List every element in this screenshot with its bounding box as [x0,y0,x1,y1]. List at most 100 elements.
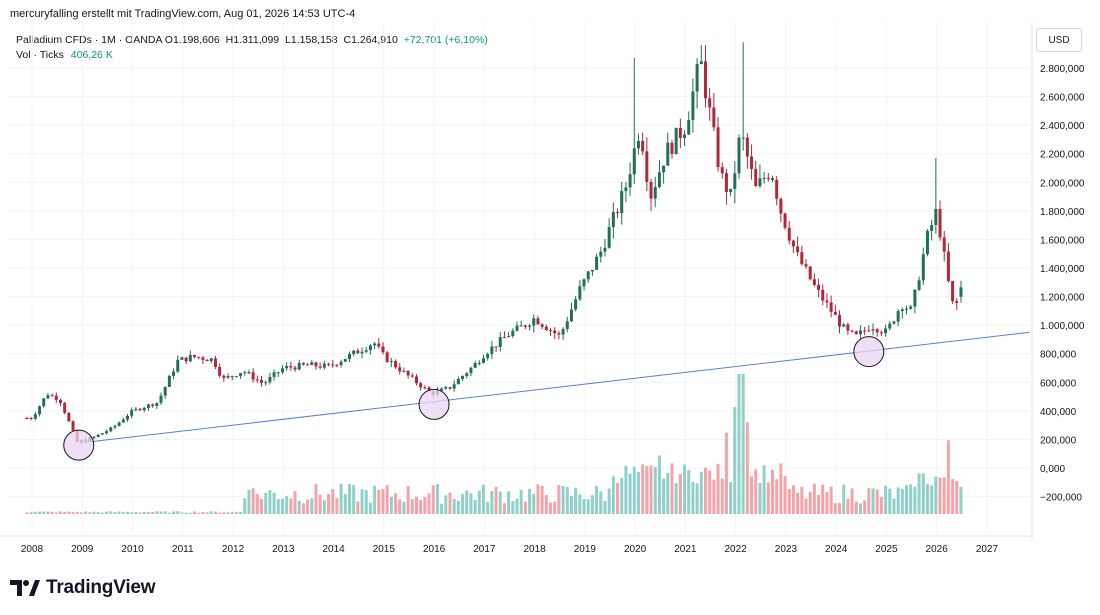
candle-body [255,379,259,381]
candle-body [867,330,871,332]
candle-body [896,311,900,322]
volume-bar [804,498,808,514]
volume-bar [188,512,192,514]
circle-annotation[interactable] [418,388,450,420]
time-tick-label: 2018 [523,544,546,555]
price-tick-label: 0,000 [1040,464,1065,475]
volume-bar [109,511,113,514]
volume-bar [557,485,561,514]
symbol-label[interactable]: Palladium CFDs · 1M · OANDA [16,34,162,46]
volume-bar [670,463,674,514]
volume-bar [536,484,540,514]
volume-bar [105,511,109,514]
candle-body [159,395,163,403]
candle-body [879,332,883,334]
volume-bar [159,511,163,514]
candle-body [155,402,159,406]
circle-annotation[interactable] [853,336,885,368]
candle-body [272,372,276,377]
candle-body [394,361,398,368]
candle-body [268,376,272,383]
volume-bar [117,511,121,514]
circle-annotation[interactable] [63,429,95,461]
candle-body [708,98,712,108]
candle-body [854,331,858,335]
price-chart[interactable]: 2.800,000 2.600,000 2.400,000 2.200,000 2.00… [0,22,1100,562]
volume-bar [829,486,833,514]
branding: TradingView [10,576,156,600]
candle-body [821,289,825,301]
volume-bar [444,495,448,514]
volume-bar [770,469,774,514]
price-tick-label: 1.600,000 [1040,235,1085,246]
candle-body [900,309,904,312]
volume-bar [729,482,733,514]
candle-body [519,325,523,327]
volume-bar [339,483,343,514]
candle-body [264,382,268,384]
candle-body [347,353,351,360]
time-tick-label: 2016 [423,544,446,555]
candle-body [628,174,632,188]
volume-bar [871,488,875,514]
candle-body [921,254,925,281]
candle-body [385,352,389,363]
volume-bar [766,482,770,514]
volume-label[interactable]: Vol · Ticks [16,49,64,61]
candle-body [754,168,758,187]
candle-body [54,395,58,400]
volume-bar [888,488,892,514]
volume-bar [825,491,829,514]
candle-body [770,178,774,180]
candle-body [766,178,770,180]
currency-button[interactable]: USD [1036,28,1082,52]
price-tick-label: 2.200,000 [1040,150,1085,161]
time-tick-label: 2012 [222,544,245,555]
volume-bar [850,488,854,514]
volume-bar [239,511,243,514]
candle-body [389,361,393,363]
trendline[interactable] [79,331,1030,444]
volume-bar [741,374,745,514]
candle-body [239,373,243,377]
volume-bar [703,467,707,514]
volume-bar [385,485,389,514]
volume-bar [628,473,632,514]
candle-body [858,330,862,335]
volume-bar [691,481,695,514]
volume-bar [838,503,842,514]
volume-bar [842,484,846,514]
volume-bar [599,491,603,514]
volume-bar [762,465,766,514]
candle-body [121,419,125,423]
volume-bar [427,493,431,514]
volume-bar [33,511,37,514]
volume-bar [184,512,188,514]
volume-bar [452,498,456,514]
candle-body [38,406,42,415]
volume-bar [301,503,305,514]
price-tick-label: 600,000 [1040,378,1077,389]
volume-bar [750,476,754,514]
volume-bar [473,500,477,514]
candle-body [565,321,569,330]
candle-body [368,345,372,351]
candle-body [687,120,691,135]
volume-bar [352,485,356,514]
volume-bar [293,491,297,514]
candle-body [511,330,515,336]
volume-bar [787,489,791,514]
candle-body [850,330,854,332]
candle-body [540,324,544,327]
candle-body [473,363,477,368]
volume-bar [695,483,699,514]
candle-body [905,308,909,310]
volume-bar [50,511,54,514]
candle-body [205,359,209,362]
brand-name: TradingView [46,577,156,598]
candle-body [942,237,946,252]
volume-bar [172,511,176,514]
candle-body [532,318,536,326]
volume-bar [88,512,92,514]
candle-body [322,363,326,368]
